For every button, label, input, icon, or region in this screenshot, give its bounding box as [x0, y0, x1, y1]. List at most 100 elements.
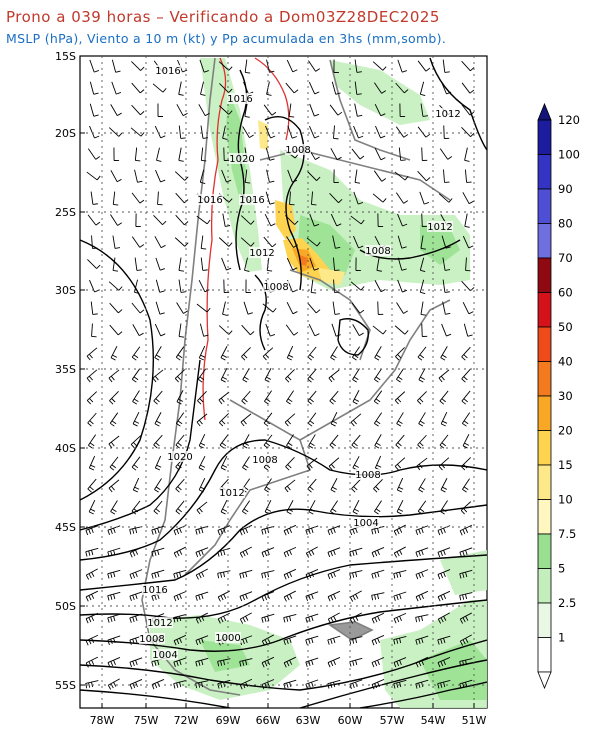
- wind-barb: [89, 103, 99, 117]
- wind-barb: [396, 477, 404, 493]
- wind-barb: [245, 279, 251, 293]
- wind-barb: [85, 568, 98, 580]
- wind-barb: [464, 147, 470, 162]
- wind-barb: [111, 59, 121, 73]
- wind-barb: [459, 679, 473, 689]
- wind-barb: [330, 478, 338, 493]
- wind-barb: [309, 103, 320, 117]
- wind-barb: [88, 499, 96, 515]
- wind-barb: [87, 434, 97, 449]
- wind-barb: [242, 368, 250, 383]
- wind-barb: [286, 236, 298, 248]
- colorbar-label: 70: [558, 251, 573, 265]
- wind-barb: [265, 191, 275, 205]
- wind-barb: [373, 390, 383, 405]
- wind-barb: [243, 301, 253, 315]
- wind-barb: [217, 658, 231, 667]
- wind-barb: [87, 148, 101, 160]
- precip-colorbar: 120 100 90 80 70 60 50 40 30 20 15 10 7.5 5 2.5 1: [537, 102, 580, 690]
- wind-barb: [85, 525, 99, 536]
- wind-barb: [308, 81, 320, 95]
- wind-barb: [286, 301, 298, 315]
- wind-barb: [131, 236, 145, 248]
- wind-barb: [442, 257, 451, 271]
- wind-barb: [239, 678, 253, 690]
- wind-barb: [353, 235, 364, 249]
- wind-barb: [305, 525, 319, 535]
- wind-barb: [195, 568, 208, 580]
- wind-barb: [438, 457, 450, 471]
- wind-barb: [417, 170, 431, 182]
- wind-barb: [154, 455, 162, 471]
- wind-barb: [349, 590, 362, 602]
- lat-label: 20S: [55, 127, 76, 140]
- colorbar-segment: [537, 292, 552, 328]
- wind-barb: [442, 279, 450, 293]
- wind-barb: [129, 569, 143, 580]
- wind-barb: [352, 324, 364, 336]
- colorbar-label: 1: [558, 631, 565, 645]
- wind-barb: [308, 434, 316, 449]
- wind-barb: [220, 346, 228, 361]
- isobar-label: 1008: [263, 282, 288, 293]
- wind-barb: [110, 500, 118, 515]
- isobar-label: 1008: [252, 455, 277, 466]
- wind-barb: [440, 346, 448, 361]
- wind-barb: [417, 60, 431, 72]
- wind-barb: [438, 193, 453, 203]
- isobar-label: 1012: [147, 618, 172, 629]
- wind-barb: [329, 192, 343, 204]
- isobar-label-bg: [365, 245, 391, 256]
- wind-barb: [286, 434, 294, 449]
- lon-label: 66W: [256, 714, 281, 727]
- colorbar-segment: [537, 119, 552, 155]
- wind-barb: [393, 546, 406, 558]
- isobar-label: 1016: [227, 94, 252, 105]
- wind-barb: [239, 658, 253, 667]
- wind-barb: [221, 257, 232, 271]
- wind-barb: [371, 612, 385, 624]
- wind-barb: [307, 346, 317, 361]
- isobar-label: 1008: [365, 246, 390, 257]
- wind-barb: [351, 302, 365, 314]
- wind-barb: [217, 525, 231, 536]
- isobar-label-bg: [355, 469, 381, 480]
- isobar-label: 1008: [355, 470, 380, 481]
- wind-barb: [327, 569, 341, 580]
- red-isobar: [202, 57, 290, 421]
- wind-barb: [173, 657, 187, 667]
- wind-barb: [107, 657, 121, 668]
- wind-barb: [394, 325, 409, 335]
- wind-barb: [112, 191, 119, 206]
- wind-barb: [109, 412, 119, 427]
- colorbar-segment: [537, 188, 552, 224]
- wind-barb: [442, 59, 450, 73]
- wind-barb: [173, 591, 187, 602]
- wind-barb: [459, 634, 472, 646]
- colorbar-label: 7.5: [558, 527, 576, 541]
- wind-barb: [130, 127, 145, 137]
- wind-barb: [283, 656, 297, 668]
- wind-barb: [439, 434, 449, 449]
- wind-barb: [131, 456, 141, 471]
- wind-barb: [129, 546, 143, 558]
- wind-barb: [109, 324, 123, 336]
- wind-barb: [88, 455, 96, 471]
- wind-barb: [285, 215, 299, 225]
- wind-barb: [109, 456, 119, 471]
- wind-barb: [440, 500, 448, 515]
- wind-barb: [284, 413, 296, 427]
- wind-barb: [219, 83, 233, 93]
- isobar-label-bg: [263, 281, 289, 292]
- wind-barb: [332, 235, 341, 249]
- wind-barb: [350, 215, 365, 225]
- wind-barb: [87, 214, 101, 226]
- wind-barb: [371, 678, 385, 690]
- isobar-label-bg: [155, 65, 181, 76]
- lat-label: 45S: [55, 521, 76, 534]
- isobar-label-bg: [239, 194, 265, 205]
- wind-barb: [174, 171, 189, 181]
- wind-barb: [309, 213, 320, 227]
- wind-barb: [440, 411, 448, 427]
- wind-barb: [132, 390, 140, 405]
